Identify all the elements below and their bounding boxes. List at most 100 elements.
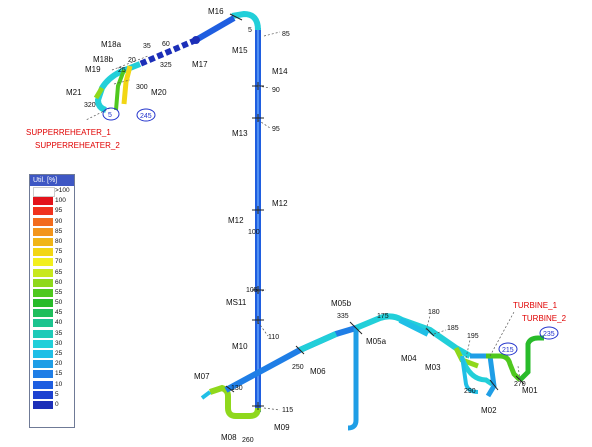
legend-label: 100 <box>55 197 66 205</box>
legend-swatch <box>33 380 53 389</box>
circled-5: 5 <box>108 112 112 119</box>
node-m09: M09 <box>274 423 290 432</box>
legend-label: 80 <box>55 237 63 245</box>
legend-row: 55 <box>30 288 74 298</box>
node-m17: M17 <box>192 60 208 69</box>
legend-swatch <box>33 319 53 328</box>
legend-label: 95 <box>55 207 63 215</box>
node-m12-b: M12 <box>272 199 288 208</box>
legend-label: 85 <box>55 227 63 235</box>
legend-swatch <box>33 207 53 216</box>
flange <box>192 36 200 44</box>
node-m18a: M18a <box>101 40 122 49</box>
legend-swatch <box>33 268 53 277</box>
legend-swatch <box>33 350 53 358</box>
point-95: 95 <box>272 126 280 133</box>
legend-row: 90 <box>30 217 74 227</box>
legend-label: 5 <box>55 390 59 398</box>
legend-label: 20 <box>55 360 63 368</box>
legend-row: 35 <box>30 329 74 339</box>
point-105: 105 <box>246 287 258 294</box>
circled-points: 5 245 215 235 <box>102 107 559 356</box>
node-m20: M20 <box>151 88 167 97</box>
point-35: 35 <box>143 43 151 50</box>
point-numbers: 5 85 90 95 100 105 110 115 130 250 260 3… <box>84 27 526 444</box>
node-m14: M14 <box>272 67 288 76</box>
legend-swatch <box>33 288 53 297</box>
equipment-turbine-1: TURBINE_1 <box>513 301 558 310</box>
pipe-superheater-branch <box>93 61 142 113</box>
node-m15: M15 <box>232 46 248 55</box>
point-290: 290 <box>464 388 476 395</box>
legend-row: 25 <box>30 349 74 359</box>
node-m04: M04 <box>401 354 417 363</box>
legend-label: 35 <box>55 329 63 337</box>
point-250: 250 <box>292 364 304 371</box>
node-m16: M16 <box>208 7 224 16</box>
legend-row: 80 <box>30 237 74 247</box>
point-260: 260 <box>242 437 254 444</box>
leader-lines <box>85 31 521 411</box>
legend-swatch <box>33 197 53 206</box>
pipe-riser <box>231 10 261 412</box>
utilization-legend: Util. [%] >100 100 95 90 85 80 75 70 65 60 55 50 45 4… <box>29 174 75 428</box>
point-25: 25 <box>118 67 126 74</box>
legend-swatch <box>33 248 53 257</box>
legend-swatch <box>33 237 53 246</box>
legend-swatch <box>33 217 53 226</box>
point-180: 180 <box>428 309 440 316</box>
pipe-lower-loop <box>200 325 359 431</box>
point-115: 115 <box>282 407 293 414</box>
point-60: 60 <box>162 41 170 48</box>
legend-row: 65 <box>30 268 74 278</box>
legend-swatch <box>33 227 53 236</box>
legend-label: 90 <box>55 217 63 225</box>
legend-row: 20 <box>30 359 74 369</box>
node-m02: M02 <box>481 406 497 415</box>
legend-row: 85 <box>30 227 74 237</box>
node-m19: M19 <box>85 65 101 74</box>
legend-label: 30 <box>55 339 63 347</box>
node-m05a: M05a <box>366 337 387 346</box>
legend-row: 15 <box>30 369 74 379</box>
legend-row: 30 <box>30 339 74 349</box>
legend-row: 45 <box>30 308 74 318</box>
point-175: 175 <box>377 313 389 320</box>
node-m21: M21 <box>66 88 82 97</box>
point-300: 300 <box>136 84 148 91</box>
legend-swatch <box>33 400 53 409</box>
legend-row: 40 <box>30 318 74 328</box>
legend-swatch <box>33 339 53 348</box>
legend-label: 55 <box>55 288 63 296</box>
point-130: 130 <box>231 385 243 392</box>
node-m03: M03 <box>425 363 441 372</box>
node-labels: M16 M15 M14 M13 M12 M12 MS11 M10 M09 M08… <box>66 7 538 442</box>
node-ms11: MS11 <box>226 298 247 307</box>
equipment-turbine-2: TURBINE_2 <box>522 314 567 323</box>
legend-label: 40 <box>55 319 63 327</box>
node-m06: M06 <box>310 367 326 376</box>
circled-215: 215 <box>502 347 514 354</box>
point-20: 20 <box>128 57 136 64</box>
circled-245: 245 <box>140 113 152 120</box>
legend-swatch <box>33 390 53 399</box>
legend-swatch <box>33 329 53 338</box>
equipment-superheater-1: SUPPERREHEATER_1 <box>26 128 111 137</box>
node-m08: M08 <box>221 433 237 442</box>
node-m10: M10 <box>232 342 248 351</box>
legend-row: 60 <box>30 278 74 288</box>
legend-row: 70 <box>30 257 74 267</box>
legend-label: 75 <box>55 248 63 256</box>
legend-label: >100 <box>55 187 70 194</box>
legend-row: 50 <box>30 298 74 308</box>
point-270: 270 <box>514 381 526 388</box>
legend-row: 100 <box>30 196 74 206</box>
equipment-superheater-2: SUPPERREHEATER_2 <box>35 141 120 150</box>
equipment-labels: SUPPERREHEATER_1 SUPPERREHEATER_2 TURBIN… <box>26 128 567 323</box>
pipe-top-header <box>138 15 236 67</box>
point-185: 185 <box>447 325 459 332</box>
point-195: 195 <box>467 333 479 340</box>
legend-swatch <box>33 258 53 267</box>
legend-label: 70 <box>55 258 63 266</box>
